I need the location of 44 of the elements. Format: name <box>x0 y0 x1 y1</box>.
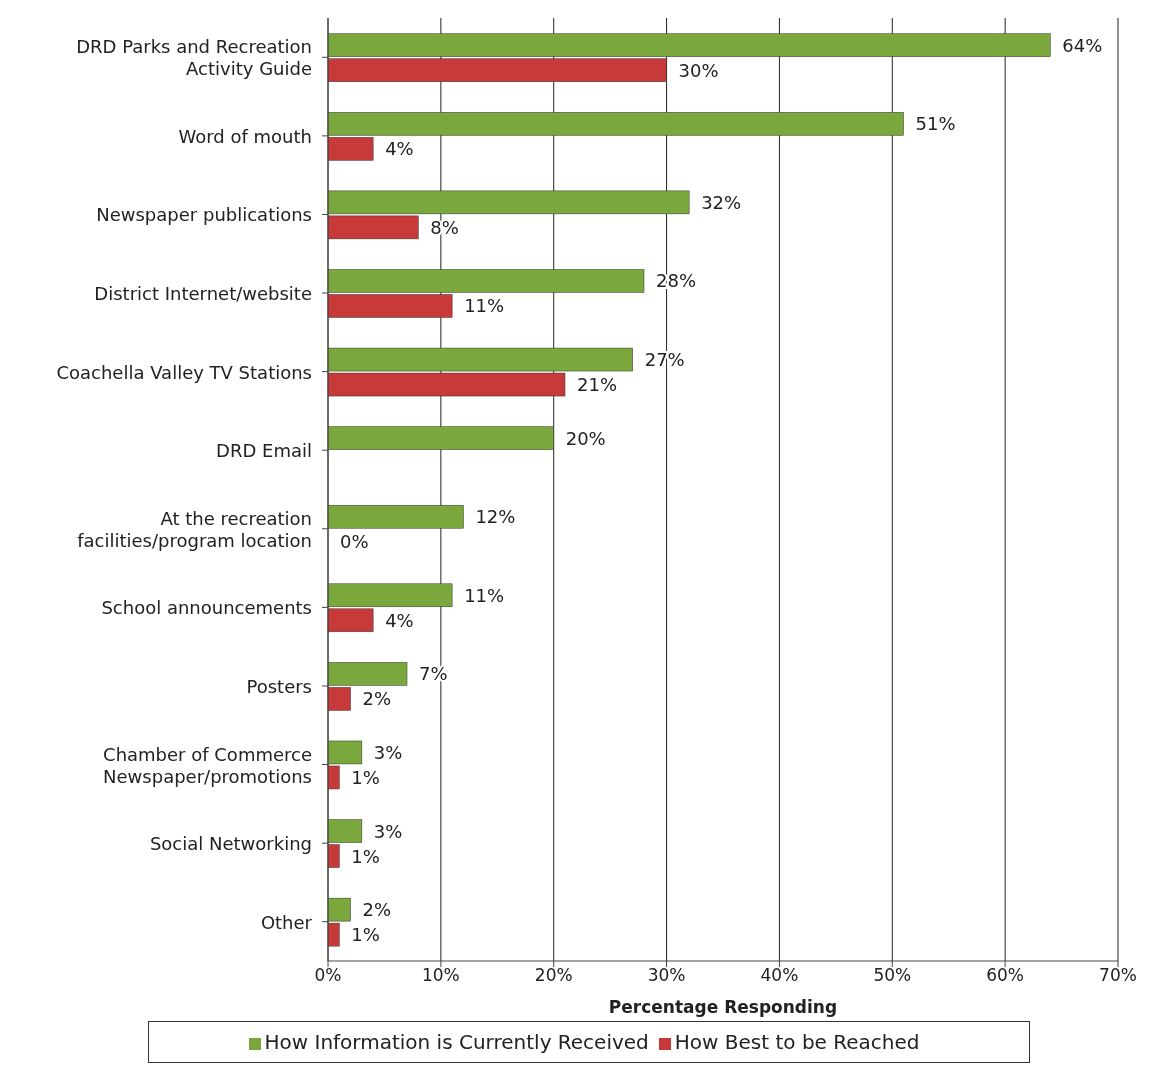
y-tick-label: DRD Email <box>216 439 312 461</box>
legend-label: How Best to be Reached <box>674 1030 920 1054</box>
data-label: 1% <box>351 845 380 867</box>
data-label: 1% <box>351 924 380 946</box>
data-label: 2% <box>362 899 392 921</box>
data-label: 11% <box>464 295 505 317</box>
y-tick-label: Social Networking <box>149 832 312 854</box>
x-tick-label: 0% <box>314 965 342 986</box>
data-label: 32% <box>701 191 742 213</box>
data-label: 30% <box>678 59 719 81</box>
y-tick-label: Posters <box>246 675 312 697</box>
bar <box>328 504 464 529</box>
x-tick-label: 40% <box>760 965 799 986</box>
y-tick-label: At the recreation facilities/program location <box>77 507 312 551</box>
x-tick-label: 30% <box>647 965 686 986</box>
data-label: 4% <box>385 138 414 160</box>
x-tick-label: 10% <box>421 965 460 986</box>
data-label: 0% <box>340 531 369 553</box>
data-label: 2% <box>362 688 392 710</box>
data-label: 1% <box>351 766 380 788</box>
x-tick-label: 70% <box>1099 965 1137 986</box>
y-tick-label: DRD Parks and Recreation Activity Guide <box>76 35 312 79</box>
bar <box>328 426 554 450</box>
x-tick-label: 60% <box>986 965 1025 986</box>
data-label: 20% <box>565 427 606 449</box>
data-label: 21% <box>577 374 618 396</box>
x-tick-label: 50% <box>873 965 912 986</box>
data-label: 3% <box>373 820 403 842</box>
legend-label: How Information is Currently Received <box>264 1030 649 1054</box>
y-tick-label: District Internet/website <box>94 282 312 304</box>
data-label: 12% <box>475 506 516 528</box>
x-axis-title: Percentage Responding <box>608 997 838 1017</box>
y-tick-label: Other <box>260 911 313 933</box>
y-tick-label: Newspaper publications <box>96 203 312 225</box>
data-label: 51% <box>915 113 956 135</box>
y-tick-label: School announcements <box>101 596 312 618</box>
y-tick-label: Word of mouth <box>178 125 312 147</box>
data-label: 11% <box>464 584 505 606</box>
y-tick-label: Chamber of Commerce Newspaper/promotions <box>103 743 312 787</box>
data-label: 64% <box>1062 34 1103 56</box>
y-tick-label: Coachella Valley TV Stations <box>56 361 312 383</box>
data-label: 3% <box>373 741 403 763</box>
data-label: 4% <box>385 609 414 631</box>
x-tick-label: 20% <box>534 965 573 986</box>
